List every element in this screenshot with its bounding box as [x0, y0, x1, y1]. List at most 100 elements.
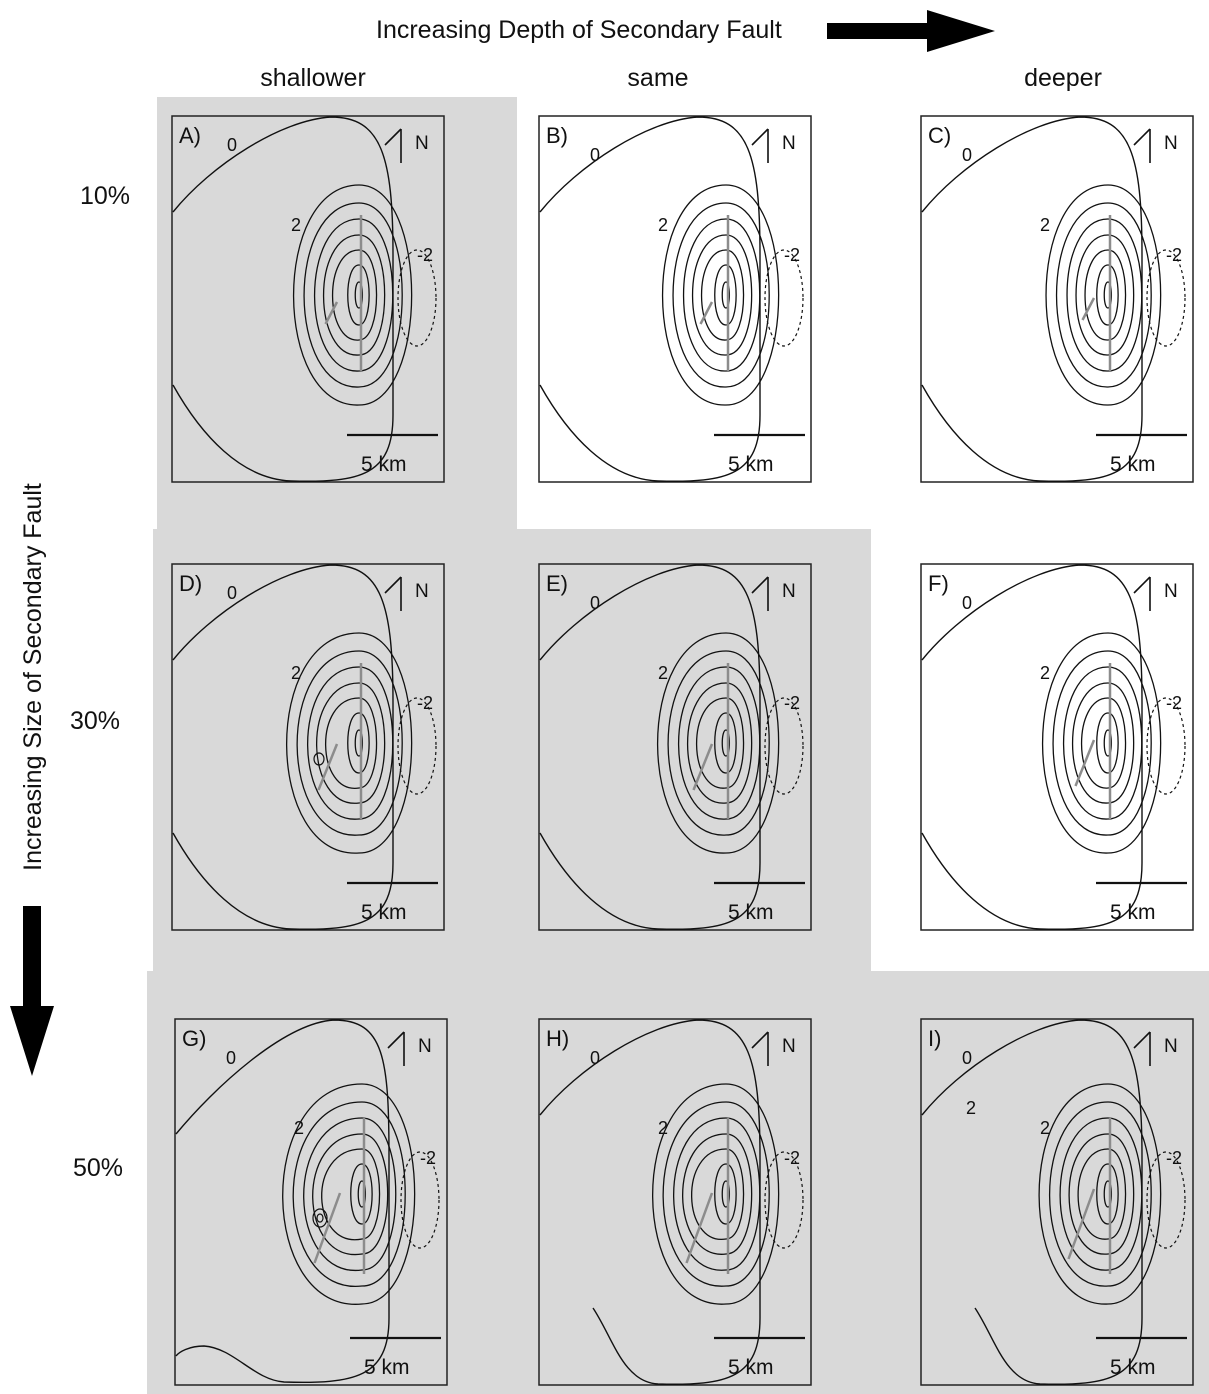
- contour-ring-5: [1081, 697, 1127, 789]
- contour-zero: [172, 116, 394, 482]
- contour-map: [920, 115, 1194, 483]
- contour-secondary-peak-inner: [316, 1213, 324, 1223]
- contour-ring-6: [347, 264, 370, 326]
- contour-ring-1: [657, 632, 780, 854]
- panel-i: I) N 5 km 0 2 -2 2: [920, 1018, 1194, 1386]
- contour-ring-3: [314, 218, 394, 372]
- contour-label-two: 2: [291, 215, 302, 235]
- panel-letter: E): [546, 571, 568, 596]
- panel-g: G) N 5 km 0 2 -2: [174, 1018, 448, 1386]
- contour-ring-1: [1038, 1083, 1162, 1305]
- contour-ring-2: [303, 202, 403, 388]
- contour-secondary-peak: [313, 752, 325, 766]
- contour-ring-3: [1063, 666, 1143, 820]
- scale-label: 5 km: [1110, 453, 1156, 476]
- contour-label-two: 2: [1040, 215, 1051, 235]
- column-label-deeper: deeper: [1024, 64, 1102, 92]
- contour-ring-3: [1059, 1117, 1143, 1271]
- contour-label-neg-two: -2: [784, 1148, 801, 1168]
- contour-map: [538, 1018, 812, 1386]
- contour-secondary-peak: [312, 1208, 328, 1228]
- contour-negative-dashed: [1146, 249, 1186, 347]
- contour-ring-4: [692, 234, 753, 356]
- contour-map: [171, 563, 445, 931]
- side-axis-title: Increasing Size of Secondary Fault: [19, 483, 47, 871]
- north-arrow-icon: [751, 576, 769, 611]
- row-label-30: 30%: [70, 707, 121, 735]
- panel-e: E) N 5 km 0 2 -2: [538, 563, 812, 931]
- contour-ring-6: [714, 264, 737, 326]
- panel-frame: [920, 115, 1194, 483]
- contour-ring-2: [1055, 202, 1152, 388]
- scale-label: 5 km: [1110, 901, 1156, 924]
- panel-frame: [538, 563, 812, 931]
- contour-ring-2: [672, 202, 770, 388]
- contour-ring-3: [683, 218, 761, 372]
- contour-ring-1: [282, 1083, 416, 1305]
- contour-ring-5: [1084, 249, 1127, 341]
- contour-ring-3: [1066, 218, 1143, 372]
- contour-label-zero: 0: [590, 145, 601, 165]
- contour-label-neg-two: -2: [417, 245, 434, 265]
- panel-b: B) N 5 km 0 2 -2: [538, 115, 812, 483]
- north-arrow-icon: [1133, 1031, 1151, 1066]
- scale-label: 5 km: [361, 453, 407, 476]
- contour-ring-2: [1049, 1101, 1152, 1287]
- contour-ring-6: [347, 712, 370, 774]
- contour-ring-2: [667, 650, 770, 836]
- contour-map: [538, 563, 812, 931]
- contour-negative-dashed: [397, 249, 437, 347]
- contour-ring-1: [286, 632, 413, 854]
- contour-label-neg-two: -2: [784, 693, 801, 713]
- contour-label-two: 2: [294, 1118, 305, 1138]
- secondary-fault-trace: [1067, 1188, 1096, 1260]
- panel-frame: [538, 1018, 812, 1386]
- contour-ring-6: [1096, 1163, 1119, 1225]
- contour-negative-dashed: [764, 249, 804, 347]
- contour-ring-2: [292, 1101, 406, 1287]
- panel-c: C) N 5 km 0 2 -2: [920, 115, 1194, 483]
- contour-map: [920, 1018, 1194, 1386]
- contour-label-two-extra: 2: [966, 1098, 977, 1118]
- contour-ring-6: [714, 712, 737, 774]
- contour-zero: [921, 116, 1143, 482]
- contour-label-zero: 0: [962, 145, 973, 165]
- scale-label: 5 km: [728, 901, 774, 924]
- contour-zero: [539, 116, 761, 482]
- contour-negative-dashed: [1146, 697, 1186, 795]
- contour-ring-4: [315, 682, 386, 804]
- north-arrow-icon: [751, 128, 769, 163]
- contour-ring-5: [691, 1148, 745, 1240]
- panel-frame: [920, 1018, 1194, 1386]
- contour-zero: [172, 564, 394, 930]
- contour-ring-1: [1041, 632, 1162, 854]
- panel-frame: [920, 563, 1194, 931]
- panel-f: F) N 5 km 0 2 -2: [920, 563, 1194, 931]
- scale-label: 5 km: [364, 1356, 410, 1379]
- contour-label-two: 2: [658, 1118, 669, 1138]
- panel-d: D) N 5 km 0 2 -2: [171, 563, 445, 931]
- column-label-shallower: shallower: [260, 64, 366, 92]
- scale-label: 5 km: [1110, 1356, 1156, 1379]
- contour-map: [920, 563, 1194, 931]
- secondary-fault-trace: [699, 301, 714, 325]
- contour-ring-5: [332, 249, 378, 341]
- contour-label-two: 2: [291, 663, 302, 683]
- contour-negative-dashed: [400, 1151, 440, 1249]
- contour-label-zero: 0: [962, 593, 973, 613]
- contour-label-neg-two: -2: [784, 245, 801, 265]
- contour-map: [174, 1018, 448, 1386]
- contour-ring-5: [695, 697, 745, 789]
- contour-ring-5: [1077, 1148, 1127, 1240]
- contour-ring-5: [321, 1148, 381, 1241]
- secondary-fault-trace: [1081, 297, 1096, 321]
- contour-negative-dashed: [397, 697, 437, 795]
- contour-ring-2: [662, 1101, 770, 1287]
- scale-label: 5 km: [728, 453, 774, 476]
- contour-map: [538, 115, 812, 483]
- north-label: N: [415, 581, 429, 602]
- panel-letter: B): [546, 123, 568, 148]
- north-label: N: [1164, 581, 1178, 602]
- contour-negative-dashed: [764, 697, 804, 795]
- panel-frame: [171, 115, 445, 483]
